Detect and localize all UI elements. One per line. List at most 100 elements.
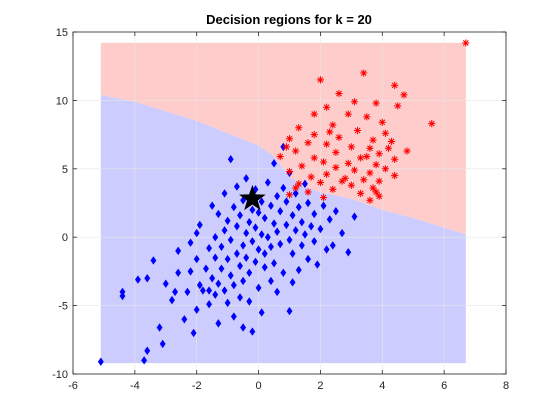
red-asterisk-point — [400, 91, 408, 99]
blue-diamond-point — [283, 197, 290, 206]
x-tick-label: 8 — [503, 380, 509, 392]
x-tick-label: -2 — [192, 380, 202, 392]
blue-diamond-point — [227, 155, 234, 164]
blue-diamond-point — [169, 295, 175, 305]
blue-diamond-point — [339, 228, 346, 238]
blue-diamond-point — [150, 256, 157, 265]
red-asterisk-point — [323, 103, 331, 111]
blue-diamond-point — [224, 254, 231, 264]
red-asterisk-point — [326, 128, 334, 136]
blue-diamond-point — [292, 226, 299, 235]
blue-diamond-point — [286, 235, 293, 245]
blue-diamond-point — [274, 191, 281, 201]
axes-box — [72, 31, 507, 375]
blue-diamond-point — [302, 230, 308, 239]
red-asterisk-point — [310, 154, 318, 162]
blue-diamond-point — [221, 189, 228, 198]
blue-diamond-point — [190, 328, 197, 338]
blue-diamond-point — [206, 243, 213, 253]
y-tick-label: -5 — [58, 301, 68, 313]
blue-diamond-point — [212, 253, 219, 262]
red-asterisk-point — [285, 135, 294, 143]
red-asterisk-point — [357, 154, 365, 162]
blue-diamond-point — [326, 215, 333, 224]
red-asterisk-point — [350, 166, 359, 174]
blue-diamond-point — [175, 246, 182, 256]
blue-diamond-point — [345, 248, 352, 257]
x-tick-label: 2 — [317, 380, 323, 392]
blue-diamond-point — [249, 327, 256, 336]
red-asterisk-point — [295, 124, 303, 132]
blue-diamond-point — [280, 183, 287, 193]
red-asterisk-point — [323, 170, 331, 178]
blue-diamond-point — [243, 253, 250, 262]
blue-diamond-point — [308, 222, 315, 231]
blue-diamond-point — [246, 297, 253, 306]
x-tick-label: -6 — [68, 380, 78, 392]
blue-diamond-point — [286, 306, 293, 316]
blue-diamond-point — [289, 211, 296, 220]
blue-diamond-point — [233, 249, 240, 258]
blue-diamond-point — [246, 217, 253, 227]
red-asterisk-point — [462, 39, 470, 47]
red-asterisk-point — [298, 162, 306, 170]
red-asterisk-point — [394, 102, 402, 110]
blue-diamond-point — [323, 245, 330, 254]
red-asterisk-point — [372, 161, 380, 169]
blue-diamond-point — [193, 305, 200, 314]
red-asterisk-point — [304, 139, 312, 147]
red-asterisk-point — [307, 173, 315, 181]
red-asterisk-point — [285, 191, 294, 199]
red-asterisk-point — [353, 126, 362, 135]
blue-diamond-point — [289, 278, 296, 287]
blue-diamond-point — [135, 275, 141, 284]
red-asterisk-point — [310, 131, 318, 139]
y-tick-label: 0 — [62, 232, 68, 244]
x-tick-label: 0 — [256, 380, 262, 392]
blue-diamond-point — [261, 213, 268, 223]
blue-diamond-point — [295, 202, 302, 212]
red-asterisk-point — [292, 184, 300, 192]
blue-diamond-point — [233, 182, 240, 191]
x-tick-label: 6 — [441, 380, 447, 392]
red-asterisk-point — [295, 180, 303, 188]
red-asterisk-point — [329, 121, 337, 129]
red-asterisk-point — [285, 167, 294, 176]
blue-diamond-point — [199, 286, 206, 295]
red-asterisk-point — [403, 147, 411, 155]
blue-diamond-point — [218, 242, 225, 251]
blue-diamond-point — [215, 209, 222, 219]
blue-diamond-point — [224, 216, 231, 225]
blue-diamond-point — [215, 279, 222, 288]
blue-diamond-point — [215, 319, 222, 328]
blue-diamond-point — [243, 174, 250, 183]
red-asterisk-point — [366, 196, 374, 204]
blue-diamond-point — [203, 264, 209, 273]
red-asterisk-point — [341, 174, 349, 182]
blue-class-points — [97, 142, 358, 366]
blue-diamond-point — [258, 230, 265, 239]
blue-diamond-point — [311, 237, 318, 246]
blue-diamond-point — [230, 312, 237, 321]
red-asterisk-point — [344, 159, 352, 167]
blue-diamond-point — [277, 239, 284, 249]
red-asterisk-point — [319, 193, 328, 202]
blue-diamond-point — [271, 219, 277, 228]
red-asterisk-point — [366, 169, 374, 177]
chart-title: Decision regions for k = 20 — [206, 12, 372, 27]
blue-diamond-point — [277, 207, 284, 216]
red-asterisk-point — [375, 150, 383, 158]
blue-diamond-point — [209, 201, 216, 210]
blue-diamond-point — [243, 228, 250, 238]
blue-diamond-point — [230, 202, 237, 212]
red-asterisk-point — [329, 185, 337, 193]
red-asterisk-point — [381, 165, 389, 173]
blue-diamond-point — [264, 178, 271, 187]
red-asterisk-point — [292, 147, 300, 155]
blue-diamond-point — [298, 217, 305, 227]
red-asterisk-point — [347, 181, 355, 189]
red-asterisk-point — [357, 189, 365, 198]
blue-diamond-point — [317, 224, 324, 234]
